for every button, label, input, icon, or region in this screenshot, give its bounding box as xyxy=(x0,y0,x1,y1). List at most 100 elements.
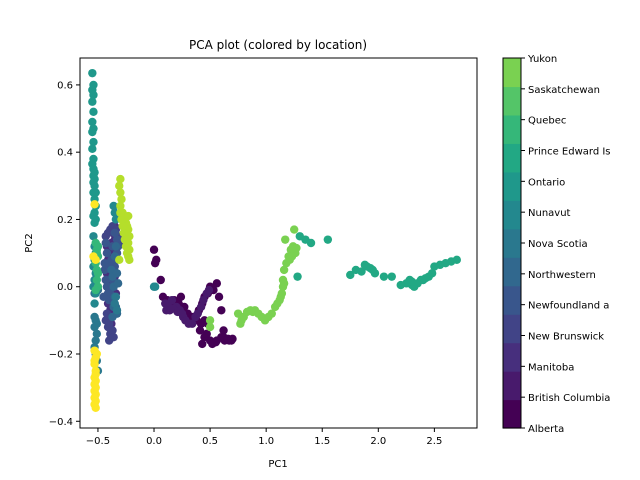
data-point xyxy=(89,232,98,241)
data-point xyxy=(88,117,97,127)
data-point xyxy=(88,97,97,106)
data-point xyxy=(205,322,215,332)
y-tick-label: 0.0 xyxy=(57,282,73,293)
data-point xyxy=(116,208,125,217)
data-point xyxy=(357,267,366,276)
data-point xyxy=(108,326,117,335)
scatter-points xyxy=(88,68,462,413)
data-point xyxy=(108,312,117,322)
data-point xyxy=(89,90,98,100)
data-point xyxy=(88,68,97,78)
colorbar: Alberta British Columbia Manitoba New Bruns… xyxy=(503,54,611,435)
colorbar-label: British Columbia xyxy=(528,393,610,404)
data-point xyxy=(110,228,119,238)
data-point xyxy=(122,235,132,244)
colorbar-label: Yukon xyxy=(527,54,557,65)
y-tick-label: 0.6 xyxy=(57,80,73,91)
data-point xyxy=(92,349,102,359)
y-tick-label: −0.4 xyxy=(49,417,73,428)
x-tick-label: 0.5 xyxy=(202,436,218,447)
data-point xyxy=(92,319,102,328)
data-point xyxy=(91,369,100,379)
data-point xyxy=(111,292,121,302)
x-tick-label: 0.0 xyxy=(146,436,162,447)
data-point xyxy=(156,275,165,285)
data-point xyxy=(100,258,109,268)
data-point xyxy=(112,306,122,315)
data-point xyxy=(91,336,100,345)
data-point xyxy=(323,235,333,244)
data-point xyxy=(125,255,134,265)
data-point xyxy=(176,292,186,302)
data-point xyxy=(196,302,206,312)
data-point xyxy=(279,265,289,275)
data-point xyxy=(219,326,228,335)
data-point xyxy=(452,255,462,265)
x-tick-label: 1.5 xyxy=(314,436,330,447)
x-tick-label: −0.5 xyxy=(86,436,110,447)
data-point xyxy=(306,238,316,248)
y-axis-ticks: −0.4 −0.2 0.0 0.2 0.4 0.6 xyxy=(49,80,80,428)
colorbar-label: Prince Edward Is xyxy=(528,147,611,158)
data-point xyxy=(236,319,245,328)
x-axis-label: PC1 xyxy=(268,459,287,470)
x-tick-label: 2.5 xyxy=(426,436,442,447)
data-point xyxy=(199,295,208,305)
data-point xyxy=(109,332,118,342)
data-point xyxy=(101,275,110,285)
colorbar-label: Nunavut xyxy=(528,208,571,219)
data-point xyxy=(112,269,122,278)
data-point xyxy=(104,319,114,328)
data-point xyxy=(187,319,197,328)
data-point xyxy=(293,272,302,281)
colorbar-label: Alberta xyxy=(528,424,564,435)
data-point xyxy=(121,242,131,251)
colorbar-label: Nova Scotia xyxy=(528,239,588,250)
x-axis-ticks: −0.5 0.0 0.5 1.0 1.5 2.0 2.5 xyxy=(86,428,442,447)
colorbar-label: Northwestern xyxy=(528,270,596,281)
colorbar-label: Newfoundland a xyxy=(528,301,609,312)
data-point xyxy=(118,221,127,231)
colorbar-segment xyxy=(503,58,521,88)
x-tick-label: 1.0 xyxy=(258,436,274,447)
data-point xyxy=(212,279,222,288)
data-point xyxy=(370,269,380,278)
data-point xyxy=(387,272,396,281)
data-point xyxy=(91,403,100,413)
data-point xyxy=(204,285,214,295)
data-point xyxy=(93,269,103,278)
colorbar-segment xyxy=(503,143,521,173)
data-point xyxy=(90,356,99,365)
data-point xyxy=(91,285,100,295)
data-point xyxy=(198,339,207,349)
data-point xyxy=(89,137,98,147)
data-point xyxy=(93,242,103,251)
y-tick-label: 0.4 xyxy=(57,148,73,159)
y-axis-label: PC2 xyxy=(24,233,35,252)
data-point xyxy=(407,277,417,286)
data-point xyxy=(292,243,301,253)
colorbar-segment xyxy=(503,171,521,201)
data-point xyxy=(290,225,299,234)
data-point xyxy=(116,201,125,211)
data-point xyxy=(88,144,97,154)
data-point xyxy=(276,292,285,302)
colorbar-label: Ontario xyxy=(528,177,565,188)
data-point xyxy=(150,258,160,268)
colorbar-segment xyxy=(503,314,521,344)
data-point xyxy=(285,255,294,265)
data-point xyxy=(167,295,177,305)
data-point xyxy=(113,279,123,288)
data-point xyxy=(122,248,132,258)
data-point xyxy=(124,211,133,221)
colorbar-segment xyxy=(503,86,521,116)
data-point xyxy=(92,329,102,339)
data-point xyxy=(150,282,160,291)
colorbar-segment xyxy=(503,200,521,230)
data-point xyxy=(379,272,389,281)
plot-frame xyxy=(79,57,478,429)
colorbar-segment xyxy=(503,342,521,372)
data-point xyxy=(346,270,355,280)
data-point xyxy=(109,201,118,211)
